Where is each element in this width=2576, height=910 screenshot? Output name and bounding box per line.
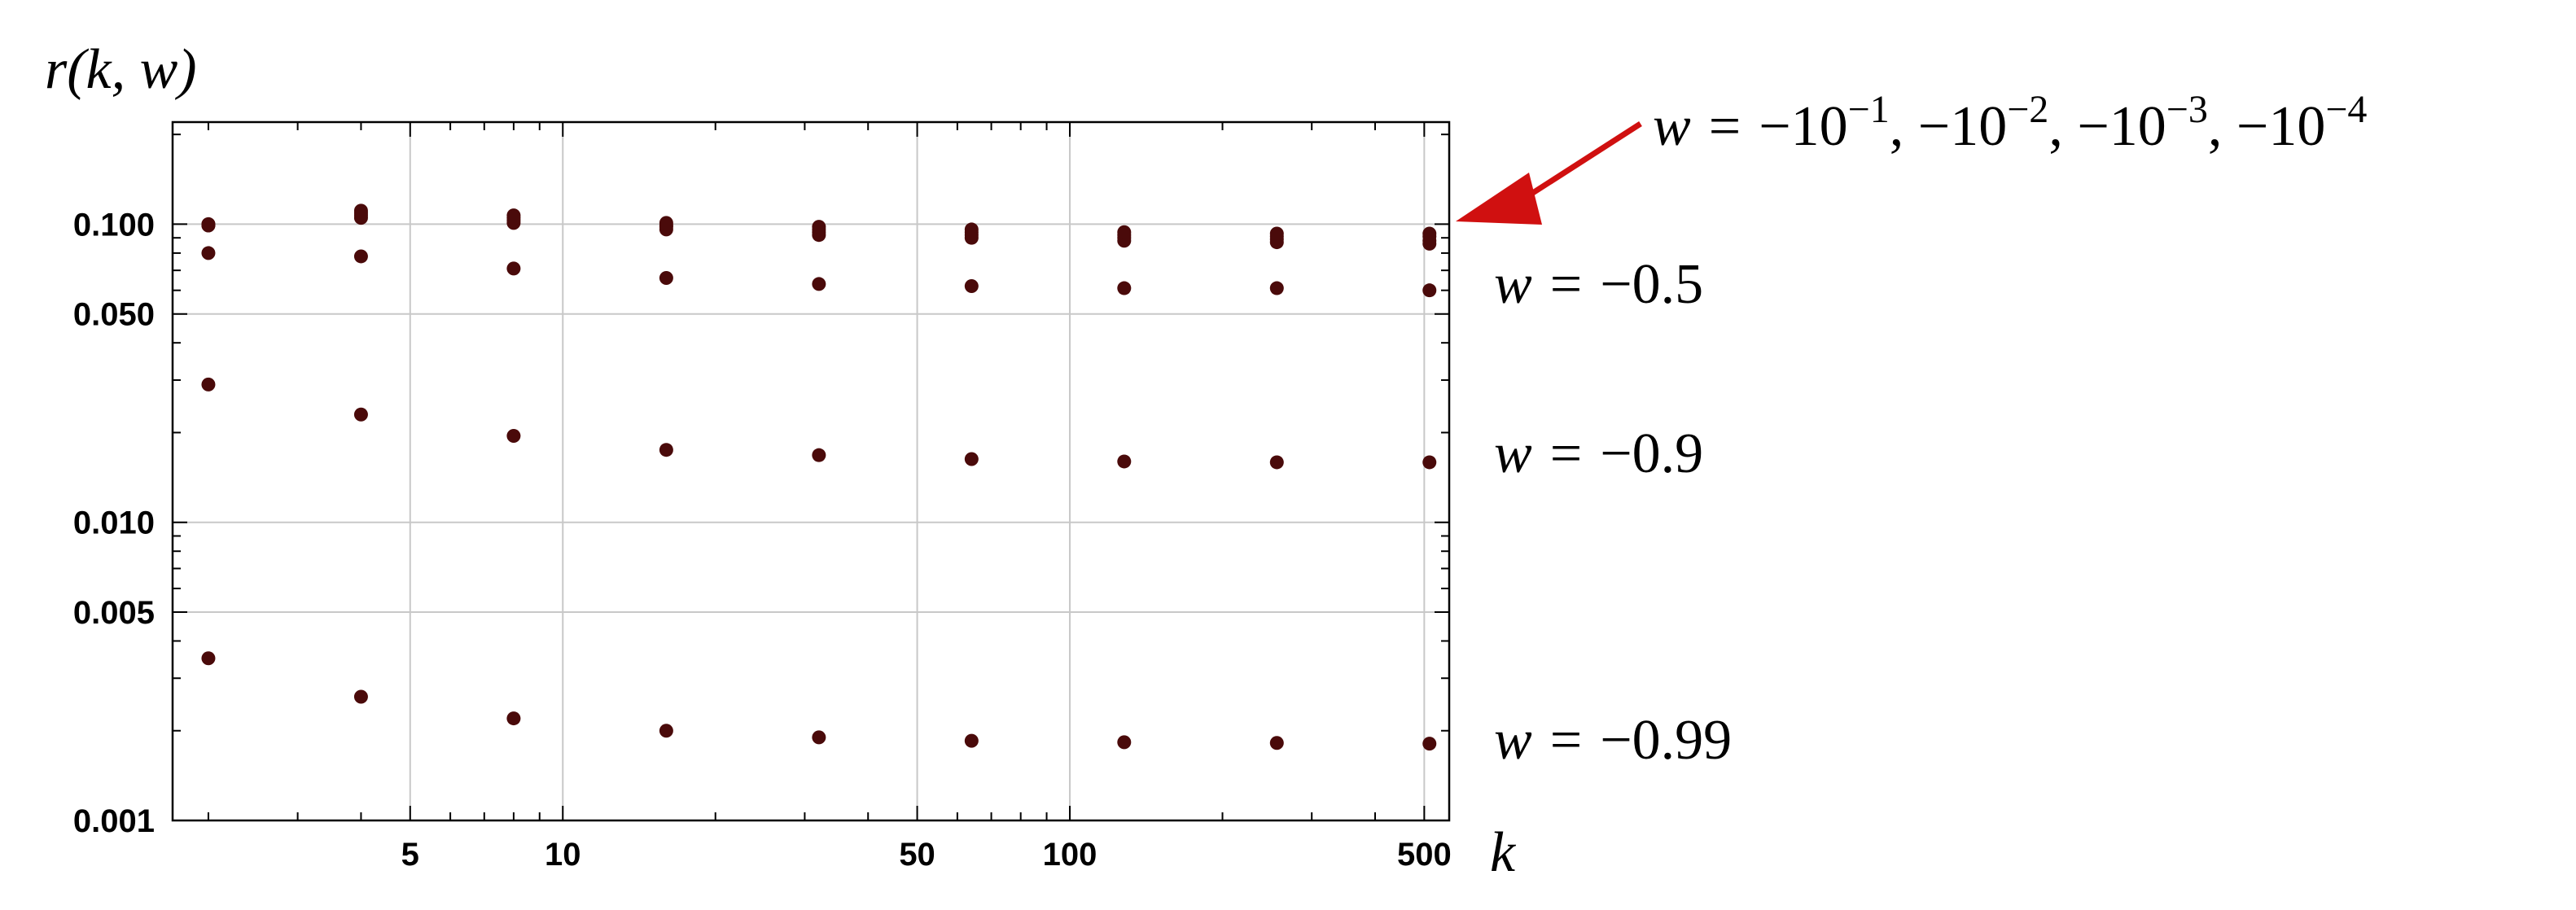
data-point — [1269, 455, 1284, 470]
data-point — [201, 246, 216, 260]
grid — [173, 122, 1449, 821]
annotation-label-nine: w = −0.9 — [1494, 422, 1703, 485]
annotations: w = −10−1, −10−2, −10−3, −10−4 w = −0.5 w = −0.9… — [1494, 88, 2367, 772]
data-point — [964, 733, 979, 748]
data-point — [506, 711, 521, 726]
data-point — [812, 730, 826, 745]
data-point — [812, 448, 826, 462]
plot-frame — [171, 120, 1451, 822]
data-point — [201, 377, 216, 392]
data-point — [506, 208, 521, 223]
data-point — [506, 428, 521, 443]
data-point — [1269, 281, 1284, 295]
data-point — [506, 261, 521, 276]
data-point — [1117, 735, 1132, 750]
data-point — [1117, 225, 1132, 239]
data-point — [659, 216, 673, 230]
data-point — [353, 689, 368, 704]
arrow-head — [1456, 173, 1542, 225]
data-point — [1269, 736, 1284, 750]
data-point — [1117, 281, 1132, 295]
tick-labels: 5 10 50 100 500 0.001 0.005 0.010 0.050 0.100 — [73, 207, 1452, 873]
data-point — [964, 278, 979, 293]
data-point — [1269, 226, 1284, 241]
data-point — [1117, 454, 1132, 469]
data-point — [812, 220, 826, 234]
data-point — [1422, 226, 1437, 241]
data-point — [659, 271, 673, 286]
data-point — [353, 249, 368, 264]
data-point — [659, 443, 673, 457]
data-point — [353, 407, 368, 422]
data-point — [1422, 737, 1437, 751]
x-tick-label: 100 — [1043, 837, 1097, 873]
data-points — [201, 203, 1437, 751]
data-point — [353, 203, 368, 218]
y-axis-title: r(k, w) — [45, 38, 197, 101]
annotation-label-ninetynine: w = −0.99 — [1494, 709, 1732, 772]
annotation-label-small: w = −10−1, −10−2, −10−3, −10−4 — [1653, 88, 2367, 158]
x-tick-label: 500 — [1397, 837, 1452, 873]
tick-marks — [173, 122, 1449, 821]
data-point — [201, 651, 216, 666]
y-tick-label: 0.005 — [73, 595, 155, 631]
data-point — [964, 222, 979, 237]
x-tick-label: 5 — [401, 837, 419, 873]
data-point — [812, 277, 826, 291]
data-point — [1422, 283, 1437, 298]
x-tick-label: 10 — [545, 837, 581, 873]
data-point — [201, 217, 216, 231]
y-tick-label: 0.050 — [73, 297, 155, 333]
y-tick-label: 0.010 — [73, 505, 155, 541]
data-point — [659, 724, 673, 738]
annotation-label-half: w = −0.5 — [1494, 253, 1703, 316]
data-point — [1422, 455, 1437, 470]
y-tick-label: 0.100 — [73, 207, 155, 243]
annotation-arrow — [1456, 121, 1642, 225]
x-axis-title: k — [1490, 821, 1517, 884]
y-tick-label: 0.001 — [73, 803, 155, 839]
x-tick-label: 50 — [899, 837, 935, 873]
data-point — [964, 452, 979, 466]
